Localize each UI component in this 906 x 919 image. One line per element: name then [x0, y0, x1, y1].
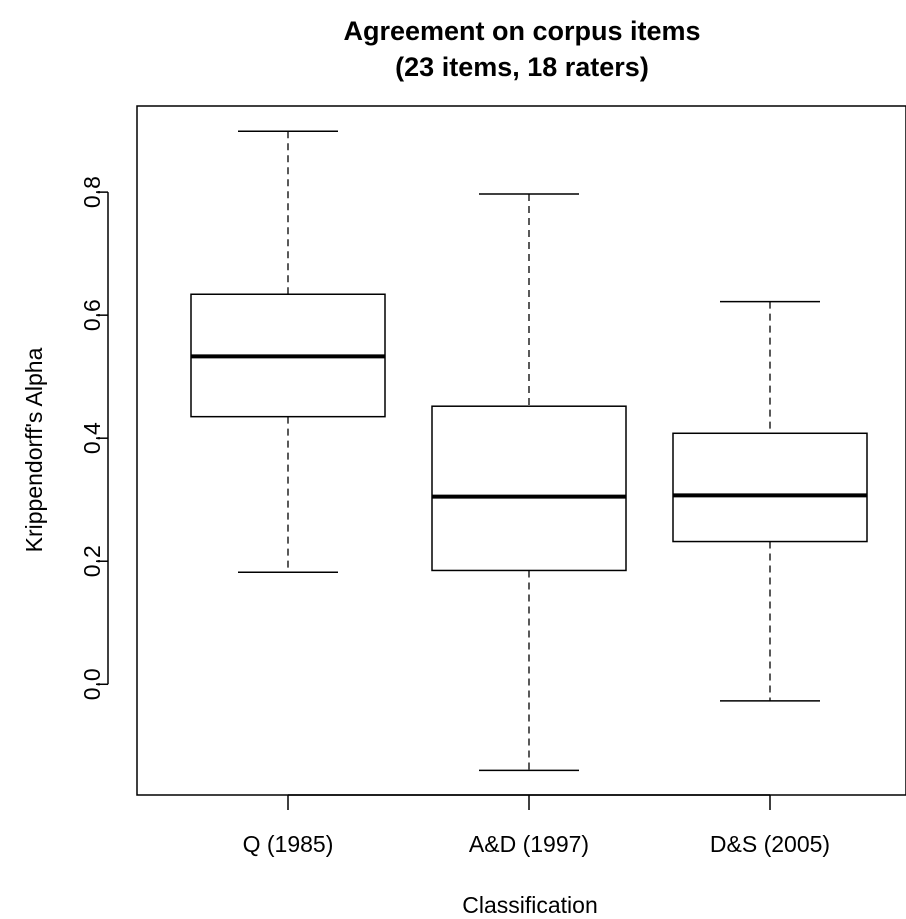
box-1 [431, 405, 627, 572]
chart-title-line-2: (23 items, 18 raters) [395, 52, 649, 82]
y-tick-label-3: 0.6 [79, 299, 105, 331]
x-axis: Q (1985) A&D (1997) D&S (2005) [243, 794, 830, 857]
x-tick-label-1: A&D (1997) [469, 831, 589, 857]
box-group [190, 130, 868, 772]
y-tick-label-0: 0.0 [79, 668, 105, 700]
x-tick-label-0: Q (1985) [243, 831, 334, 857]
y-tick-label-4: 0.8 [79, 176, 105, 208]
y-tick-label-1: 0.2 [79, 545, 105, 577]
y-axis: 0.0 0.2 0.4 0.6 0.8 [79, 176, 109, 700]
y-tick-label-2: 0.4 [79, 422, 105, 454]
x-axis-label: Classification [462, 892, 598, 918]
box-2 [672, 432, 868, 543]
y-axis-label: Krippendorff's Alpha [21, 347, 47, 552]
chart-title-line-1: Agreement on corpus items [343, 16, 700, 46]
x-tick-label-2: D&S (2005) [710, 831, 830, 857]
